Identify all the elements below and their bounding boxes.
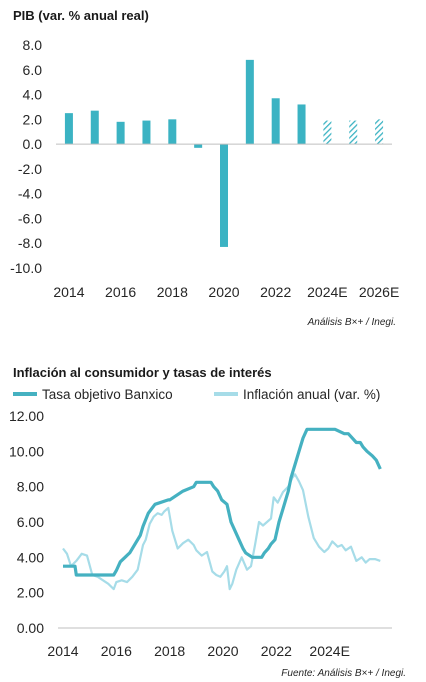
y-tick-label: 12.00: [9, 408, 44, 424]
chart-legend: Tasa objetivo Banxico Inflación anual (v…: [13, 387, 380, 402]
y-tick-label: 2.00: [17, 585, 44, 601]
gdp-chart-title: PIB (var. % anual real): [13, 8, 149, 23]
x-tick-label: 2016: [101, 643, 132, 659]
y-tick-label: -10.0: [10, 260, 42, 276]
gdp-y-axis: 8.0 6.0 4.0 2.0 0.0 -2.0 -4.0 -6.0 -8.0 -10.0: [10, 37, 42, 276]
bar-2021: [245, 59, 254, 145]
series-line-inflation: [62, 473, 381, 591]
x-tick-label: 2018: [154, 643, 185, 659]
bar-2026E: [375, 119, 384, 145]
inflation-source-note: Fuente: Análisis B×+ / Inegi.: [281, 668, 406, 679]
bar-2020: [220, 144, 228, 247]
legend-label-rate: Tasa objetivo Banxico: [42, 387, 173, 402]
inflation-rate-line-chart: Inflación al consumidor y tasas de inter…: [9, 365, 406, 679]
y-tick-label: 0.0: [23, 136, 43, 152]
bar-2022: [271, 98, 280, 145]
y-tick-label: -2.0: [18, 161, 42, 177]
x-tick-label: 2026E: [359, 284, 399, 300]
x-tick-label: 2024E: [309, 643, 349, 659]
y-tick-label: 6.00: [17, 514, 44, 530]
gdp-bar-chart: PIB (var. % anual real) 8.0 6.0 4.0 2.0 0.0 -…: [10, 8, 399, 328]
gdp-x-axis: 2014 2016 2018 2020 2022 2024E 2026E: [53, 284, 399, 300]
y-tick-label: 8.0: [23, 37, 43, 53]
y-tick-label: 0.00: [17, 620, 44, 636]
y-tick-label: 4.00: [17, 549, 44, 565]
legend-label-inflation: Inflación anual (var. %): [243, 387, 380, 402]
inflation-chart-title: Inflación al consumidor y tasas de inter…: [13, 365, 272, 380]
series-line-rate: [63, 427, 382, 577]
bar-2016: [116, 121, 125, 145]
bar-2025E: [349, 120, 358, 145]
bar-2019: [194, 144, 203, 148]
bar-2024E: [323, 120, 332, 145]
bar-2023: [297, 104, 306, 145]
x-tick-label: 2020: [208, 284, 239, 300]
y-tick-label: 8.00: [17, 479, 44, 495]
x-tick-label: 2018: [157, 284, 188, 300]
bar-2017: [142, 120, 151, 145]
x-tick-label: 2022: [260, 284, 291, 300]
y-tick-label: 4.0: [23, 87, 43, 103]
x-tick-label: 2016: [105, 284, 136, 300]
bar-2018: [168, 119, 177, 145]
x-tick-label: 2014: [53, 284, 84, 300]
x-tick-label: 2022: [261, 643, 292, 659]
bar-2014: [64, 113, 73, 145]
gdp-bars: [64, 59, 384, 247]
y-tick-label: -8.0: [18, 235, 42, 251]
inflation-x-axis: 2014 2016 2018 2020 2022 2024E: [47, 643, 349, 659]
y-tick-label: 6.0: [23, 62, 43, 78]
inflation-y-axis: 12.00 10.00 8.00 6.00 4.00 2.00 0.00: [9, 408, 44, 636]
y-tick-label: 10.00: [9, 443, 44, 459]
bar-2015: [90, 110, 99, 145]
y-tick-label: -6.0: [18, 210, 42, 226]
x-tick-label: 2014: [47, 643, 78, 659]
x-tick-label: 2020: [207, 643, 238, 659]
y-tick-label: -4.0: [18, 186, 42, 202]
gdp-source-note: Análisis B×+ / Inegi.: [307, 317, 396, 328]
y-tick-label: 2.0: [23, 111, 43, 127]
x-tick-label: 2024E: [307, 284, 347, 300]
